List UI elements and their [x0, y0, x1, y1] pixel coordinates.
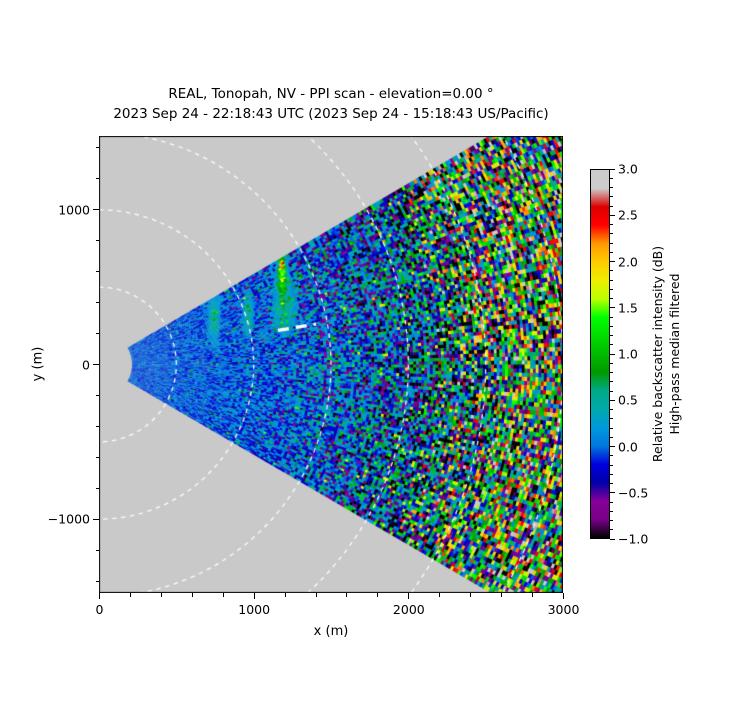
- x-minor-tick: [191, 593, 193, 597]
- colorbar-label-line1: Relative backscatter intensity (dB): [650, 245, 665, 463]
- x-major-tick: [408, 593, 410, 599]
- colorbar-tick-label: 0.0: [618, 439, 638, 454]
- plot-area: [99, 136, 563, 593]
- y-minor-tick: [95, 580, 99, 582]
- x-tick-label: 0: [95, 602, 104, 617]
- colorbar-minor-tick: [610, 335, 613, 336]
- colorbar-minor-tick: [610, 520, 613, 521]
- y-minor-tick: [95, 178, 99, 180]
- x-minor-tick: [284, 593, 286, 597]
- colorbar-tick-label: −1.0: [618, 531, 649, 547]
- colorbar-minor-tick: [610, 473, 613, 475]
- colorbar-label: Relative backscatter intensity (dB) High…: [649, 246, 683, 462]
- colorbar-minor-tick: [610, 205, 613, 207]
- y-tick-label: −1000: [47, 511, 90, 527]
- colorbar-minor-tick: [610, 279, 613, 281]
- x-tick-label: 1000: [238, 602, 271, 617]
- colorbar-major-tick: [610, 214, 615, 216]
- colorbar-minor-tick: [610, 390, 613, 392]
- colorbar-minor-tick: [610, 455, 613, 457]
- ppi-scan-canvas: [99, 136, 563, 593]
- colorbar-minor-tick: [610, 409, 613, 410]
- colorbar-minor-tick: [610, 436, 613, 438]
- colorbar-minor-tick: [610, 288, 613, 290]
- colorbar-minor-tick: [610, 510, 613, 512]
- colorbar-label-line2: High-pass median filtered: [667, 273, 682, 435]
- colorbar-major-tick: [610, 353, 615, 355]
- colorbar-minor-tick: [610, 316, 613, 318]
- colorbar-tick-label: 1.0: [618, 346, 638, 362]
- colorbar-minor-tick: [610, 270, 613, 272]
- colorbar-tick-label: 0.5: [618, 392, 638, 408]
- colorbar-tick-label: 2.5: [618, 207, 638, 223]
- colorbar-minor-tick: [610, 224, 613, 225]
- y-major-tick: [93, 364, 99, 365]
- colorbar-minor-tick: [610, 529, 613, 531]
- colorbar-minor-tick: [610, 483, 613, 484]
- colorbar-minor-tick: [610, 251, 613, 253]
- y-minor-tick: [95, 271, 99, 273]
- colorbar-minor-tick: [610, 464, 613, 466]
- y-minor-tick: [95, 487, 99, 489]
- y-minor-tick: [95, 240, 99, 242]
- y-axis-label: y (m): [30, 346, 46, 382]
- colorbar-minor-tick: [610, 325, 613, 327]
- colorbar-tick-label: 1.5: [618, 300, 638, 316]
- colorbar-tick-label: 3.0: [618, 161, 638, 177]
- colorbar-minor-tick: [610, 501, 613, 503]
- x-minor-tick: [129, 593, 131, 597]
- colorbar-minor-tick: [610, 427, 613, 429]
- colorbar-minor-tick: [610, 196, 613, 198]
- y-minor-tick: [95, 456, 99, 458]
- y-minor-tick: [95, 302, 99, 304]
- y-minor-tick: [95, 147, 99, 149]
- plot-title: REAL, Tonopah, NV - PPI scan - elevation…: [168, 86, 494, 102]
- colorbar-minor-tick: [610, 177, 613, 179]
- colorbar-tick-label: −0.5: [618, 485, 649, 501]
- y-minor-tick: [95, 425, 99, 427]
- x-minor-tick: [439, 593, 441, 597]
- y-minor-tick: [95, 549, 99, 551]
- colorbar-major-tick: [610, 307, 615, 309]
- colorbar-major-tick: [610, 261, 615, 262]
- x-tick-label: 2000: [392, 602, 425, 617]
- colorbar-minor-tick: [610, 344, 613, 346]
- x-major-tick: [99, 593, 100, 599]
- y-minor-tick: [95, 333, 99, 335]
- colorbar-minor-tick: [610, 233, 613, 235]
- x-minor-tick: [501, 593, 503, 597]
- x-tick-label: 3000: [547, 602, 580, 617]
- colorbar-major-tick: [610, 492, 615, 494]
- colorbar-major-tick: [610, 538, 615, 540]
- x-minor-tick: [160, 593, 162, 597]
- x-minor-tick: [222, 593, 224, 597]
- colorbar-minor-tick: [610, 372, 613, 373]
- colorbar-minor-tick: [610, 298, 613, 299]
- colorbar-minor-tick: [610, 418, 613, 420]
- y-major-tick: [93, 209, 99, 211]
- x-major-tick: [253, 593, 255, 599]
- x-axis-label: x (m): [313, 624, 349, 639]
- x-minor-tick: [346, 593, 348, 597]
- plot-subtitle: 2023 Sep 24 - 22:18:43 UTC (2023 Sep 24 …: [113, 106, 549, 122]
- colorbar-minor-tick: [610, 362, 613, 364]
- x-major-tick: [563, 593, 564, 599]
- colorbar-minor-tick: [610, 187, 613, 188]
- x-minor-tick: [377, 593, 379, 597]
- y-tick-label: 0: [82, 357, 90, 372]
- colorbar-tick-label: 2.0: [618, 254, 638, 269]
- x-minor-tick: [470, 593, 472, 597]
- colorbar-major-tick: [610, 446, 615, 447]
- y-major-tick: [93, 518, 99, 520]
- y-minor-tick: [95, 394, 99, 396]
- y-tick-label: 1000: [58, 202, 90, 218]
- colorbar-minor-tick: [610, 242, 613, 244]
- x-minor-tick: [532, 593, 534, 597]
- colorbar-major-tick: [610, 168, 615, 170]
- x-minor-tick: [315, 593, 317, 597]
- colorbar-minor-tick: [610, 381, 613, 383]
- colorbar: [590, 169, 610, 539]
- colorbar-major-tick: [610, 399, 615, 401]
